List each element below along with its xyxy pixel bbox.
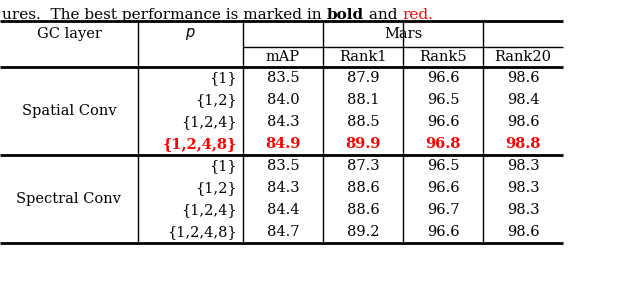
Text: Rank1: Rank1 [339,50,387,64]
Text: {1,2,4}: {1,2,4} [181,115,237,129]
Text: {1,2}: {1,2} [195,181,237,195]
Text: red.: red. [402,8,433,22]
Text: 89.2: 89.2 [347,225,380,239]
Text: 88.5: 88.5 [347,115,380,129]
Text: 88.6: 88.6 [347,203,380,217]
Text: 84.0: 84.0 [267,93,300,107]
Text: 98.3: 98.3 [507,181,540,195]
Text: $p$: $p$ [185,26,196,42]
Text: 84.3: 84.3 [267,115,300,129]
Text: 98.6: 98.6 [507,71,540,85]
Text: {1}: {1} [209,159,237,173]
Text: Spectral Conv: Spectral Conv [17,192,122,206]
Text: 98.3: 98.3 [507,203,540,217]
Text: 98.3: 98.3 [507,159,540,173]
Text: 96.6: 96.6 [427,181,460,195]
Text: and: and [364,8,402,22]
Text: 88.1: 88.1 [347,93,380,107]
Text: 84.9: 84.9 [266,137,301,151]
Text: 83.5: 83.5 [267,159,300,173]
Text: 87.9: 87.9 [347,71,380,85]
Text: {1,2,4}: {1,2,4} [181,203,237,217]
Text: 98.8: 98.8 [506,137,541,151]
Text: {1,2,4,8}: {1,2,4,8} [163,137,237,151]
Text: 88.6: 88.6 [347,181,380,195]
Text: 98.6: 98.6 [507,225,540,239]
Text: {1,2}: {1,2} [195,93,237,107]
Text: 96.7: 96.7 [427,203,460,217]
Text: Rank5: Rank5 [419,50,467,64]
Text: Rank20: Rank20 [495,50,552,64]
Text: 96.5: 96.5 [427,93,460,107]
Text: Spatial Conv: Spatial Conv [22,104,116,118]
Text: 89.9: 89.9 [346,137,381,151]
Text: 98.6: 98.6 [507,115,540,129]
Text: 98.4: 98.4 [507,93,540,107]
Text: 84.7: 84.7 [267,225,300,239]
Text: 96.6: 96.6 [427,115,460,129]
Text: 96.6: 96.6 [427,225,460,239]
Text: 84.3: 84.3 [267,181,300,195]
Text: 96.8: 96.8 [426,137,461,151]
Text: 83.5: 83.5 [267,71,300,85]
Text: Mars: Mars [384,27,422,41]
Text: 96.5: 96.5 [427,159,460,173]
Text: GC layer: GC layer [36,27,101,41]
Text: {1}: {1} [209,71,237,85]
Text: bold: bold [326,8,364,22]
Text: 87.3: 87.3 [347,159,380,173]
Text: {1,2,4,8}: {1,2,4,8} [167,225,237,239]
Text: 84.4: 84.4 [267,203,300,217]
Text: 96.6: 96.6 [427,71,460,85]
Text: mAP: mAP [266,50,300,64]
Text: ures.  The best performance is marked in: ures. The best performance is marked in [2,8,326,22]
